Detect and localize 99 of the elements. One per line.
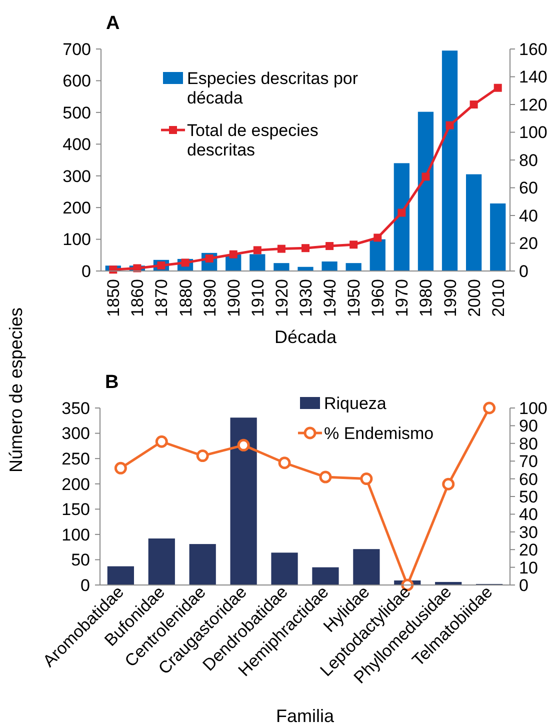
bar xyxy=(271,552,298,585)
y2-tick-label: 90 xyxy=(519,416,538,436)
bar xyxy=(189,544,216,585)
bar xyxy=(230,418,257,585)
bar xyxy=(322,261,338,271)
x-tick-label: 1910 xyxy=(248,279,268,317)
x-tick-label: 1920 xyxy=(272,279,292,317)
legend-label: % Endemismo xyxy=(324,424,434,443)
y2-tick-label: 100 xyxy=(519,398,548,418)
x-tick-label: 1970 xyxy=(392,279,412,317)
y2-tick-label: 0 xyxy=(519,576,528,595)
bar xyxy=(353,549,380,585)
y2-tick-label: 160 xyxy=(519,40,548,59)
bar xyxy=(274,263,290,271)
x-tick-label: 1850 xyxy=(104,279,124,317)
x-axis-title: Familia xyxy=(276,706,335,726)
point xyxy=(237,438,250,452)
x-tick-label: 1940 xyxy=(320,279,340,317)
point xyxy=(253,246,262,254)
y-tick-label: 100 xyxy=(62,230,91,250)
point xyxy=(326,242,334,250)
y2-tick-label: 10 xyxy=(519,558,538,578)
y-tick-label: 250 xyxy=(62,450,90,469)
bar xyxy=(312,567,339,585)
y-tick-label: 200 xyxy=(62,474,90,494)
y2-tick-label: 80 xyxy=(519,150,538,170)
bar xyxy=(250,254,266,271)
y2-tick-label: 60 xyxy=(519,178,538,198)
y2-tick-label: 140 xyxy=(519,68,548,87)
legend-label: Total de especies descritas xyxy=(187,120,318,160)
x-tick-label: 1930 xyxy=(296,279,316,317)
point xyxy=(229,250,238,258)
x-tick-label: 1950 xyxy=(344,279,364,317)
bar xyxy=(490,203,506,271)
x-tick-label: 1990 xyxy=(440,279,460,317)
y-tick-label: 50 xyxy=(71,550,90,570)
y2-tick-label: 50 xyxy=(519,487,538,506)
y2-tick-label: 0 xyxy=(519,262,528,281)
y-tick-label: 300 xyxy=(62,424,90,444)
x-tick-label: 1860 xyxy=(128,279,148,317)
point xyxy=(155,435,168,448)
y-tick-label: 400 xyxy=(62,135,91,154)
y2-tick-label: 40 xyxy=(519,206,538,226)
y-tick-label: 0 xyxy=(82,262,91,281)
point xyxy=(114,462,127,474)
point xyxy=(278,456,291,470)
point xyxy=(350,240,358,249)
x-tick-label: 2010 xyxy=(488,279,508,317)
y2-tick-label: 60 xyxy=(519,470,538,489)
bar xyxy=(418,112,434,271)
y-tick-label: 350 xyxy=(62,398,90,418)
point xyxy=(277,244,286,253)
y-tick-label: 600 xyxy=(62,72,91,91)
y-tick-label: 150 xyxy=(62,500,90,520)
x-tick-label: 1870 xyxy=(152,279,172,317)
point xyxy=(302,244,310,252)
y-tick-label: 200 xyxy=(62,198,91,218)
y2-tick-label: 100 xyxy=(519,123,548,142)
point xyxy=(422,172,430,181)
point xyxy=(398,208,406,217)
bar xyxy=(346,263,362,271)
point xyxy=(196,450,209,462)
point xyxy=(483,402,496,414)
y2-tick-label: 80 xyxy=(519,434,538,454)
chart-title: B xyxy=(105,372,119,393)
y2-tick-label: 30 xyxy=(519,522,538,542)
point xyxy=(360,472,373,486)
y-tick-label: 300 xyxy=(62,166,91,186)
y-tick-label: 500 xyxy=(62,103,91,122)
x-tick-label: 1890 xyxy=(200,279,220,317)
y2-tick-label: 20 xyxy=(519,540,538,560)
point xyxy=(319,470,332,484)
point xyxy=(374,234,382,242)
x-tick-label: 1880 xyxy=(176,279,196,317)
y2-tick-label: 120 xyxy=(519,95,548,114)
bar xyxy=(442,50,458,271)
bar xyxy=(394,163,410,271)
x-tick-label: 1900 xyxy=(224,279,244,317)
x-tick-label: 1980 xyxy=(416,279,436,317)
y-tick-label: 100 xyxy=(62,525,90,544)
x-tick-label: 1960 xyxy=(368,279,388,317)
y2-tick-label: 40 xyxy=(519,505,538,524)
bar xyxy=(107,566,134,585)
y-axis-title: Número de especies xyxy=(6,307,26,473)
point xyxy=(442,478,455,490)
y-tick-label: 700 xyxy=(62,40,91,59)
bar xyxy=(148,538,175,585)
bar xyxy=(370,239,386,271)
y2-tick-label: 70 xyxy=(519,452,538,472)
legend-label: Riqueza xyxy=(324,394,387,413)
point xyxy=(470,100,478,108)
point xyxy=(446,121,454,130)
legend-label: Especies descritas por década xyxy=(187,68,358,108)
x-tick-label: 2000 xyxy=(464,279,484,317)
bar xyxy=(466,174,482,271)
chart-title: A xyxy=(106,13,120,34)
y2-tick-label: 20 xyxy=(519,234,538,254)
point xyxy=(494,84,502,92)
x-axis-title: Década xyxy=(274,327,338,347)
